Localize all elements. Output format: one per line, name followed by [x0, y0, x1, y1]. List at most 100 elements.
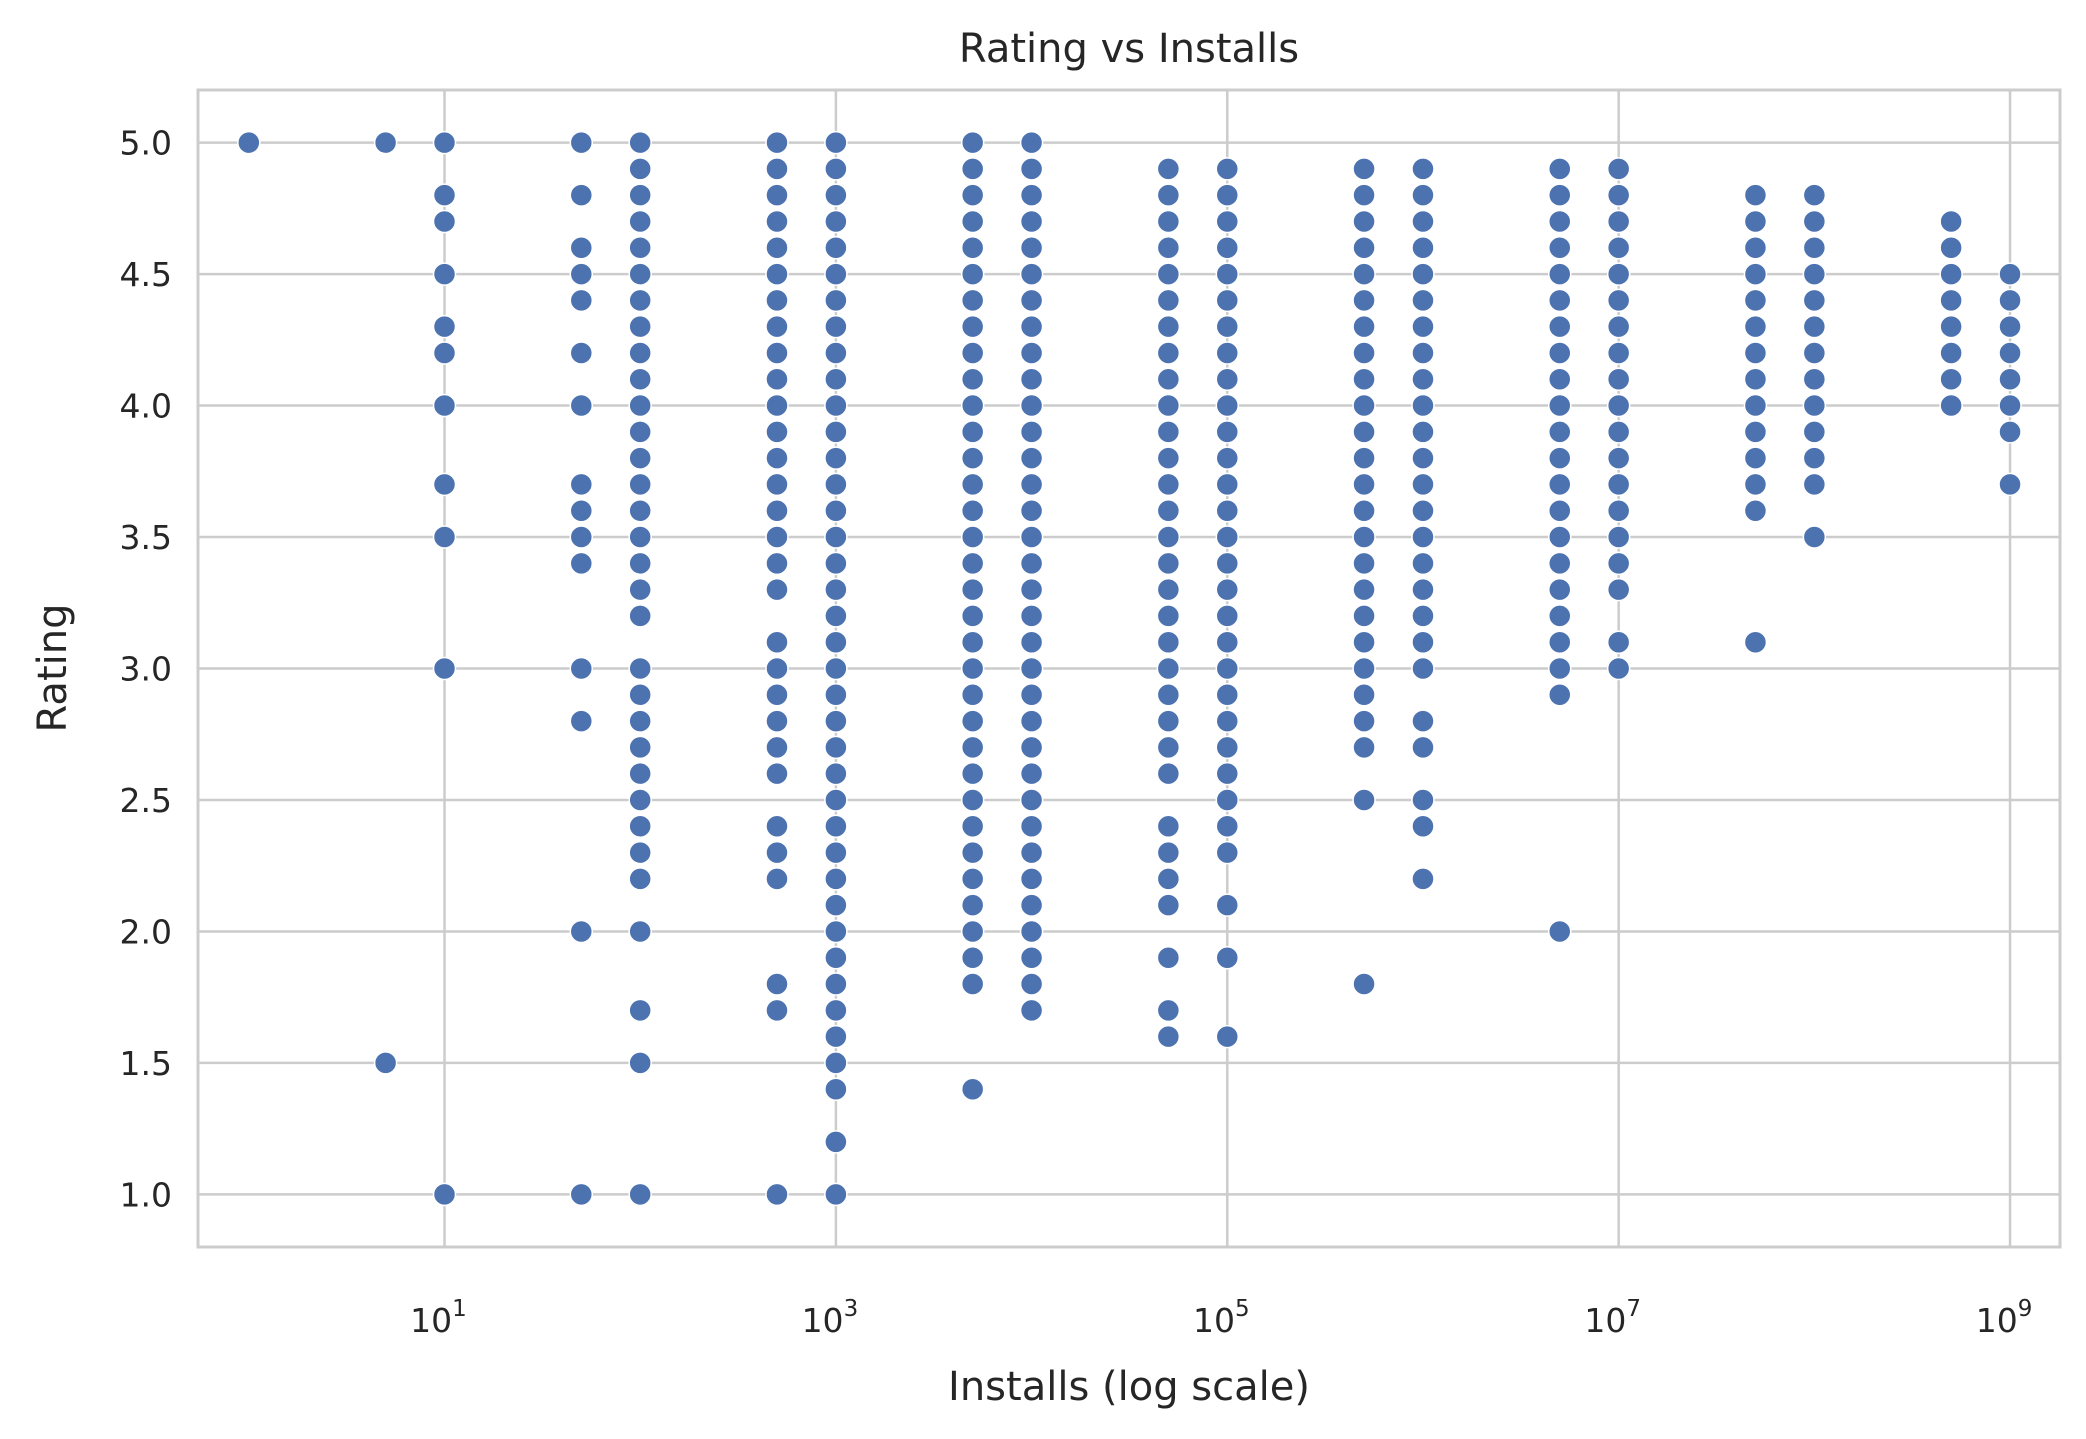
- scatter-point: [1606, 577, 1631, 602]
- scatter-point: [765, 472, 789, 497]
- scatter-point: [1019, 446, 1044, 470]
- scatter-point: [1548, 472, 1572, 497]
- scatter-point: [1939, 262, 1963, 286]
- scatter-point: [824, 446, 848, 470]
- scatter-point: [824, 893, 848, 917]
- scatter-point: [1548, 446, 1572, 470]
- scatter-point: [1019, 972, 1044, 996]
- scatter-point: [628, 420, 652, 444]
- scatter-point: [1606, 183, 1631, 207]
- scatter-point: [432, 1182, 457, 1207]
- scatter-point: [960, 130, 985, 155]
- scatter-point: [1411, 367, 1435, 391]
- scatter-point: [569, 341, 594, 365]
- scatter-point: [1939, 314, 1963, 339]
- scatter-point: [1998, 341, 2022, 365]
- scatter-point: [1156, 288, 1181, 313]
- scatter-point: [1548, 288, 1572, 313]
- scatter-point: [1019, 498, 1044, 523]
- scatter-point: [824, 236, 848, 260]
- scatter-point: [765, 814, 789, 839]
- scatter-point: [1215, 814, 1240, 839]
- scatter-point: [1411, 577, 1435, 602]
- scatter-point: [569, 472, 594, 497]
- scatter-point: [1548, 919, 1572, 944]
- scatter-point: [569, 288, 594, 313]
- scatter-point: [1802, 420, 1827, 444]
- scatter-point: [1548, 183, 1572, 207]
- y-tick-labels: 1.0 1.5 2.0 2.5 3.0 3.5 4.0 4.5 5.0: [120, 124, 172, 1215]
- scatter-point: [765, 314, 789, 339]
- scatter-point: [1352, 236, 1376, 260]
- scatter-point: [1352, 577, 1376, 602]
- scatter-point: [628, 314, 652, 339]
- scatter-point: [1743, 393, 1768, 418]
- scatter-point: [373, 1051, 398, 1075]
- scatter-point: [1215, 683, 1240, 707]
- scatter-point: [1606, 498, 1631, 523]
- scatter-point: [628, 1182, 652, 1207]
- scatter-point: [628, 919, 652, 944]
- scatter-point: [1156, 367, 1181, 391]
- scatter-point: [960, 972, 985, 996]
- scatter-point: [960, 656, 985, 681]
- scatter-point: [1411, 157, 1435, 181]
- scatter-point: [1352, 683, 1376, 707]
- scatter-point: [628, 788, 652, 812]
- scatter-point: [1743, 498, 1768, 523]
- scatter-point: [1411, 420, 1435, 444]
- scatter-point: [569, 236, 594, 260]
- scatter-point: [765, 183, 789, 207]
- scatter-point: [1156, 683, 1181, 707]
- scatter-point: [960, 577, 985, 602]
- scatter-point: [432, 525, 457, 549]
- x-tick-exponent: 9: [2018, 1296, 2033, 1322]
- scatter-point: [628, 709, 652, 733]
- scatter-point: [569, 130, 594, 155]
- scatter-point: [1215, 840, 1240, 865]
- x-tick-label: 101: [410, 1296, 467, 1340]
- scatter-point: [1215, 341, 1240, 365]
- scatter-point: [1156, 998, 1181, 1023]
- scatter-point: [628, 1051, 652, 1075]
- scatter-point: [1215, 472, 1240, 497]
- scatter-point: [432, 341, 457, 365]
- scatter-point: [824, 998, 848, 1023]
- scatter-point: [765, 577, 789, 602]
- scatter-point: [1019, 867, 1044, 891]
- scatter-point: [1156, 867, 1181, 891]
- scatter-point: [1352, 288, 1376, 313]
- scatter-point: [1019, 367, 1044, 391]
- scatter-point: [1743, 367, 1768, 391]
- scatter-point: [569, 393, 594, 418]
- scatter-point: [1215, 709, 1240, 733]
- scatter-point: [628, 761, 652, 786]
- scatter-point: [824, 130, 848, 155]
- x-tick-exponent: 3: [844, 1296, 859, 1322]
- scatter-point: [628, 814, 652, 839]
- scatter-point: [1156, 604, 1181, 628]
- scatter-point: [765, 656, 789, 681]
- x-tick-base: 10: [1584, 1301, 1626, 1340]
- scatter-point: [1019, 183, 1044, 207]
- scatter-point: [765, 735, 789, 760]
- scatter-point: [1606, 656, 1631, 681]
- scatter-point: [1156, 314, 1181, 339]
- scatter-point: [824, 761, 848, 786]
- scatter-point: [1215, 183, 1240, 207]
- scatter-point: [1156, 236, 1181, 260]
- scatter-point: [1352, 341, 1376, 365]
- scatter-point: [1743, 236, 1768, 260]
- scatter-point: [1548, 656, 1572, 681]
- scatter-point: [1352, 498, 1376, 523]
- x-tick-labels: 101 103 105 107 109: [410, 1296, 2032, 1340]
- scatter-point: [824, 604, 848, 628]
- scatter-point: [824, 498, 848, 523]
- scatter-point: [1411, 209, 1435, 234]
- scatter-point: [1606, 262, 1631, 286]
- scatter-point: [1743, 341, 1768, 365]
- scatter-point: [1411, 236, 1435, 260]
- scatter-point: [1352, 157, 1376, 181]
- scatter-point: [1606, 209, 1631, 234]
- scatter-point: [1939, 393, 1963, 418]
